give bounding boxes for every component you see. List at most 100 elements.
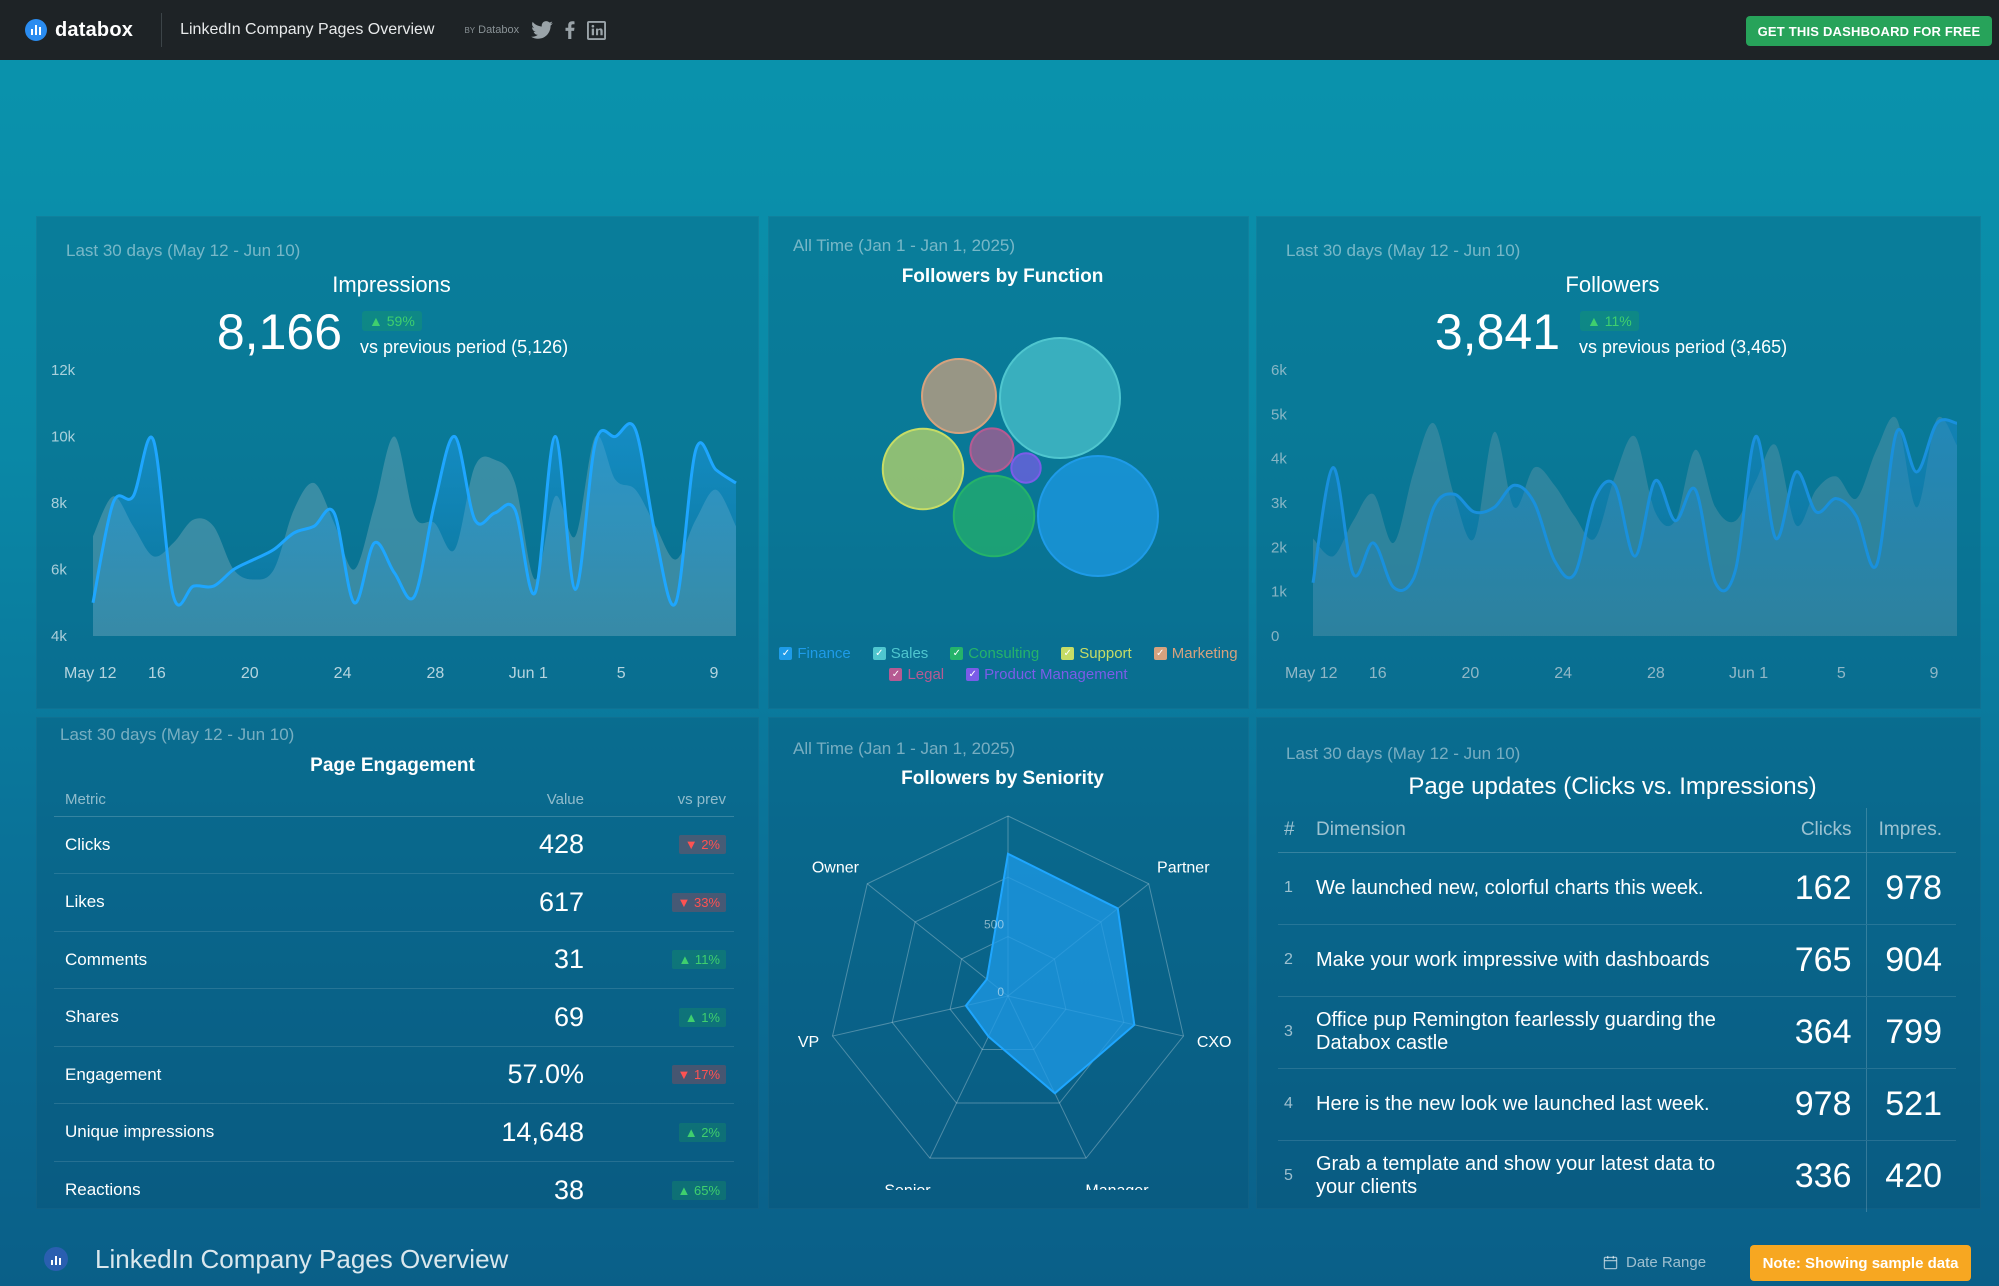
change-badge: ▼ 2% (678, 835, 726, 855)
legend-item-consulting[interactable]: ✓ Consulting (950, 645, 1039, 662)
databox-logo[interactable]: databox (25, 19, 133, 42)
updates-title: Page updates (Clicks vs. Impressions) (1408, 773, 1817, 800)
checkbox-icon[interactable]: ✓ (889, 668, 903, 681)
legend-item-finance[interactable]: ✓ Finance (779, 645, 851, 662)
legend-item-product-management[interactable]: ✓ Product Management (966, 666, 1128, 683)
change-badge: ▲ 11% (672, 950, 726, 970)
vs-prev-header: vs prev (584, 784, 734, 817)
metric-value: 31 (434, 931, 584, 989)
metric-value: 38 (553, 1174, 584, 1205)
seniority-period: All Time (Jan 1 - Jan 1, 2025) (793, 739, 1016, 758)
current-period-line (91, 422, 737, 607)
bubble-sales[interactable] (999, 337, 1121, 459)
update-text: Office pup Remington fearlessly guarding… (1316, 996, 1776, 1069)
table-row: Reactions 38 ▲ 65% (54, 1161, 734, 1219)
clicks-value: 336 (1794, 1156, 1852, 1195)
table-row: Clicks 428 ▼ 2% (54, 816, 734, 874)
impressions-title: Impressions (332, 272, 451, 297)
clicks-value: 364 (1776, 996, 1866, 1069)
y-tick-label: 2k (1271, 539, 1287, 556)
table-row: 5 Grab a template and show your latest d… (1278, 1140, 1956, 1212)
databox-logo-icon (25, 19, 47, 41)
legend-item-legal[interactable]: ✓ Legal (889, 666, 944, 683)
metric-name: Reactions (65, 1180, 141, 1199)
bubble-legal[interactable] (969, 427, 1015, 473)
y-tick-label: 10k (51, 429, 76, 446)
impressions-value: 420 (1865, 1140, 1956, 1212)
row-index: 2 (1278, 924, 1316, 997)
metric-name: Shares (54, 988, 434, 1047)
get-dashboard-button[interactable]: GET THIS DASHBOARD FOR FREE (1746, 16, 1992, 46)
radial-tick-label: 500 (984, 918, 1004, 932)
bubble-finance[interactable] (1037, 455, 1159, 577)
date-range-button[interactable]: Date Range (1603, 1254, 1706, 1271)
legend-item-sales[interactable]: ✓ Sales (872, 645, 929, 662)
table-row: Shares 69 ▲ 1% (54, 988, 734, 1047)
radar-axis-label: CXO (1197, 1034, 1232, 1051)
x-tick-label: 9 (1930, 665, 1939, 682)
checkbox-icon[interactable]: ✓ (872, 647, 886, 660)
bubble-consulting[interactable] (952, 474, 1036, 558)
x-tick-label: 9 (710, 665, 719, 682)
checkbox-icon[interactable]: ✓ (950, 647, 964, 660)
legend-label: Sales (890, 645, 929, 662)
social-links (531, 20, 607, 40)
top-bar: databox LinkedIn Company Pages Overview … (0, 0, 1999, 60)
table-row: Engagement 57.0% ▼ 17% (54, 1046, 734, 1104)
legend-label: Support (1079, 645, 1132, 662)
function-bubble-chart (881, 337, 1159, 577)
followers-value: 3,841 (1434, 304, 1560, 360)
dashboard-title: LinkedIn Company Pages Overview (180, 21, 435, 38)
metric-change-cell: ▲ 2% (584, 1103, 734, 1162)
legend-item-support[interactable]: ✓ Support (1061, 645, 1132, 662)
table-row: 2 Make your work impressive with dashboa… (1278, 924, 1956, 997)
impressions-value: 799 (1865, 996, 1956, 1069)
current-period-area (93, 423, 736, 636)
change-badge: ▲ 2% (678, 1122, 726, 1142)
by-name: Databox (478, 24, 520, 36)
impressions-value: 8,166 (216, 304, 342, 360)
bubble-product-management[interactable] (1010, 452, 1042, 484)
sample-data-note[interactable]: Note: Showing sample data (1750, 1245, 1971, 1281)
clicks-value: 978 (1776, 1068, 1866, 1141)
x-tick-label: 20 (241, 665, 259, 682)
radar-axis-label: VP (798, 1034, 819, 1051)
metric-name: Comments (54, 931, 434, 989)
impressions-value: 978 (1865, 852, 1956, 925)
radar-axis-label: Manager (1085, 1183, 1149, 1190)
y-tick-label: 12k (51, 362, 76, 379)
facebook-icon[interactable] (565, 21, 575, 39)
twitter-icon[interactable] (531, 21, 553, 39)
metric-change-cell: ▼ 2% (584, 816, 734, 874)
update-text: Make your work impressive with dashboard… (1316, 924, 1776, 997)
metric-value: 57.0% (434, 1046, 584, 1104)
bubble-marketing[interactable] (921, 358, 997, 434)
checkbox-icon[interactable]: ✓ (1153, 647, 1167, 660)
x-tick-label: 24 (334, 665, 352, 682)
checkbox-icon[interactable]: ✓ (966, 668, 980, 681)
table-row: Unique impressions 14,648 ▲ 2% (54, 1103, 734, 1162)
legend-label: Product Management (984, 666, 1128, 683)
seniority-title: Followers by Seniority (901, 768, 1104, 789)
metric-name: Engagement (54, 1046, 434, 1104)
change-badge: ▼ 17% (671, 1065, 726, 1085)
x-tick-label: Jun 1 (509, 665, 548, 682)
metric-value: 14,648 (434, 1103, 584, 1162)
checkbox-icon[interactable]: ✓ (779, 647, 793, 660)
linkedin-icon[interactable] (587, 20, 607, 40)
value-header: Value (434, 784, 584, 817)
change-badge: ▲ 1% (678, 1007, 726, 1027)
checkbox-icon[interactable]: ✓ (1061, 647, 1075, 660)
impressions-vs-previous: vs previous period (5,126) (360, 337, 569, 357)
followers-panel (1256, 216, 1981, 709)
update-text: We launched new, colorful charts this we… (1316, 852, 1776, 925)
x-tick-label: May 12 (1285, 665, 1338, 682)
legend-item-marketing[interactable]: ✓ Marketing (1153, 645, 1238, 662)
bubble-support[interactable] (881, 427, 965, 511)
radar-axis-label: Owner (812, 860, 860, 877)
y-tick-label: 4k (51, 628, 67, 645)
x-tick-label: May 12 (64, 665, 117, 682)
y-tick-label: 0 (1271, 628, 1279, 645)
metric-value: 617 (434, 873, 584, 932)
